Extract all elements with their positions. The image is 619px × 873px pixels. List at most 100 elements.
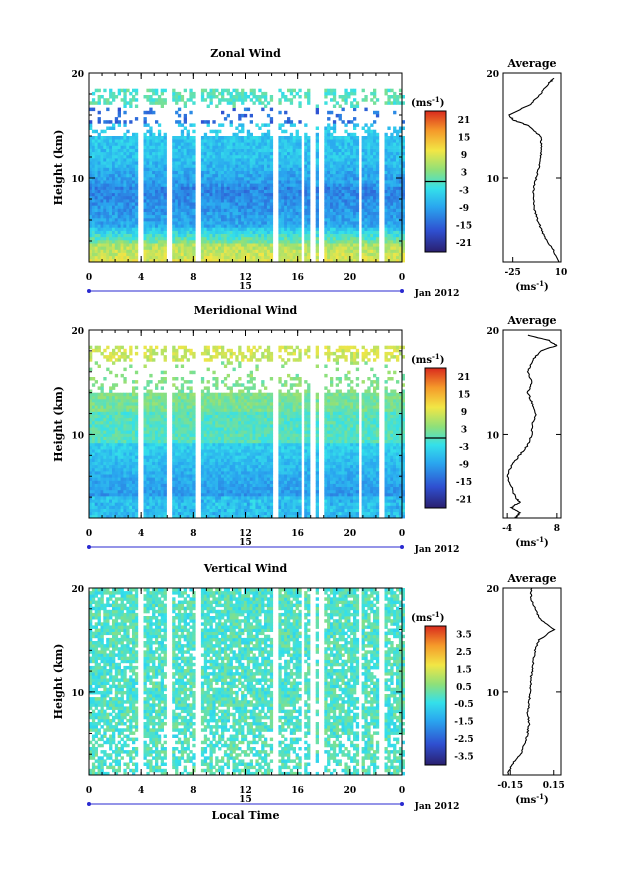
- heatmap-cell: [152, 136, 156, 140]
- heatmap-cell: [157, 151, 162, 156]
- heatmap-cell: [177, 139, 182, 143]
- heatmap-cell: [390, 158, 394, 162]
- heatmap-cell: [243, 113, 248, 118]
- heatmap-cell: [332, 192, 337, 197]
- heatmap-cell: [97, 461, 101, 466]
- heatmap-cell: [367, 249, 371, 253]
- heatmap-cell: [97, 186, 101, 190]
- heatmap-cell: [192, 158, 196, 162]
- heatmap-cell: [100, 243, 104, 247]
- heatmap-cell: [289, 221, 294, 225]
- heatmap-cell: [106, 98, 110, 102]
- heatmap-cell: [155, 192, 159, 197]
- heatmap-cell: [353, 158, 357, 162]
- heatmap-cell: [106, 414, 110, 419]
- heatmap-cell: [143, 246, 147, 250]
- heatmap-cell: [155, 211, 159, 216]
- heatmap-cell: [123, 240, 127, 244]
- heatmap-cell: [152, 208, 156, 212]
- heatmap-cell: [134, 246, 139, 250]
- heatmap-cell: [350, 217, 354, 222]
- heatmap-cell: [120, 252, 124, 257]
- heatmap-cell: [112, 258, 116, 263]
- heatmap-cell: [123, 221, 127, 225]
- heatmap-cell: [109, 255, 113, 260]
- heatmap-cell: [180, 167, 185, 171]
- heatmap-cell: [120, 151, 124, 156]
- heatmap-cell: [129, 192, 133, 197]
- heatmap-cell: [243, 95, 248, 99]
- heatmap-cell: [347, 243, 351, 247]
- heatmap-cell: [134, 167, 139, 171]
- heatmap-cell: [226, 113, 230, 118]
- heatmap-cell: [103, 136, 107, 140]
- heatmap-cell: [157, 192, 162, 197]
- heatmap-cell: [186, 186, 190, 190]
- heatmap-cell: [117, 205, 121, 209]
- heatmap-cell: [221, 258, 225, 263]
- heatmap-cell: [117, 167, 121, 171]
- heatmap-cell: [361, 211, 365, 216]
- heatmap-cell: [324, 161, 328, 165]
- heatmap-cell: [298, 161, 302, 165]
- heatmap-cell: [160, 192, 164, 197]
- heatmap-cell: [89, 395, 93, 400]
- heatmap-cell: [238, 180, 242, 184]
- heatmap-cell: [126, 158, 130, 162]
- heatmap-cell: [284, 243, 288, 247]
- heatmap-cell: [338, 227, 342, 231]
- heatmap-cell: [401, 217, 405, 222]
- heatmap-cell: [298, 246, 302, 250]
- heatmap-cell: [177, 183, 182, 187]
- heatmap-cell: [269, 145, 274, 149]
- heatmap-cell: [94, 217, 98, 222]
- heatmap-cell: [384, 164, 388, 168]
- heatmap-cell: [335, 202, 339, 206]
- heatmap-cell: [180, 255, 185, 260]
- heatmap-cell: [243, 202, 248, 206]
- heatmap-cell: [163, 240, 167, 244]
- heatmap-cell: [281, 148, 285, 153]
- heatmap-cell: [398, 233, 403, 238]
- heatmap-cell: [355, 208, 360, 212]
- heatmap-cell: [278, 214, 282, 219]
- heatmap-cell: [123, 230, 127, 234]
- heatmap-cell: [91, 417, 96, 422]
- heatmap-cell: [341, 139, 345, 143]
- heatmap-cell: [109, 88, 113, 93]
- heatmap-cell: [292, 233, 296, 238]
- heatmap-cell: [146, 255, 150, 260]
- heatmap-cell: [401, 142, 405, 146]
- heatmap-cell: [100, 436, 104, 440]
- heatmap-cell: [232, 170, 236, 175]
- heatmap-cell: [94, 227, 98, 231]
- heatmap-cell: [120, 474, 124, 478]
- heatmap-cell: [281, 214, 285, 219]
- heatmap-cell: [324, 91, 328, 96]
- heatmap-cell: [278, 161, 282, 165]
- heatmap-cell: [177, 164, 182, 168]
- heatmap-cell: [163, 148, 167, 153]
- heatmap-cell: [390, 186, 394, 190]
- heatmap-cell: [324, 227, 328, 231]
- heatmap-cell: [393, 255, 397, 260]
- heatmap-cell: [327, 243, 331, 247]
- heatmap-cell: [367, 132, 371, 137]
- heatmap-cell: [89, 514, 93, 519]
- heatmap-cell: [249, 195, 253, 200]
- heatmap-cell: [112, 98, 116, 102]
- heatmap-cell: [189, 258, 193, 263]
- heatmap-cell: [281, 224, 285, 228]
- heatmap-cell: [315, 186, 319, 190]
- heatmap-cell: [278, 211, 282, 216]
- heatmap-cell: [281, 123, 285, 127]
- heatmap-cell: [103, 151, 107, 156]
- heatmap-cell: [232, 148, 236, 153]
- heatmap-cell: [330, 151, 334, 156]
- heatmap-cell: [307, 183, 311, 187]
- heatmap-cell: [203, 233, 208, 238]
- heatmap-cell: [97, 398, 101, 403]
- heatmap-cell: [100, 208, 104, 212]
- heatmap-cell: [97, 154, 101, 159]
- heatmap-cell: [160, 189, 164, 194]
